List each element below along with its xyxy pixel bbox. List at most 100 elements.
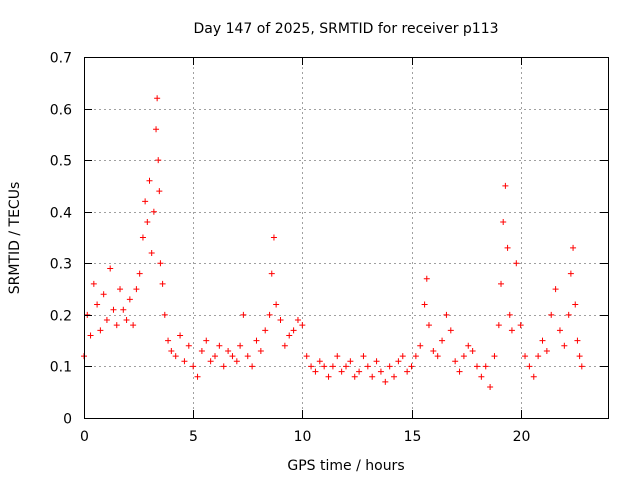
data-point <box>364 363 371 370</box>
data-point <box>425 322 432 329</box>
data-point <box>203 337 210 344</box>
data-point <box>469 347 476 354</box>
data-point <box>452 358 459 365</box>
data-point <box>268 270 275 277</box>
data-point <box>504 244 511 251</box>
data-point <box>447 327 454 334</box>
data-point <box>360 353 367 360</box>
x-axis-title: GPS time / hours <box>287 458 404 474</box>
data-point <box>177 332 184 339</box>
data-point <box>498 280 505 287</box>
data-point <box>84 311 91 318</box>
data-point <box>561 342 568 349</box>
data-point <box>495 322 502 329</box>
data-point <box>412 353 419 360</box>
data-point <box>117 286 124 293</box>
data-point <box>526 363 533 370</box>
data-point <box>423 275 430 282</box>
data-point <box>154 95 161 102</box>
data-point <box>253 337 260 344</box>
data-point <box>225 347 232 354</box>
data-point <box>281 342 288 349</box>
data-point <box>262 327 269 334</box>
data-point <box>136 270 143 277</box>
data-point <box>139 234 146 241</box>
data-point <box>377 368 384 375</box>
data-point <box>220 363 227 370</box>
data-point <box>123 317 130 324</box>
data-point <box>153 126 160 133</box>
data-point <box>146 177 153 184</box>
data-point <box>491 353 498 360</box>
data-point <box>190 363 197 370</box>
data-point <box>240 311 247 318</box>
y-tick-label: 0.2 <box>50 309 72 325</box>
data-point <box>539 337 546 344</box>
data-point <box>270 234 277 241</box>
data-point <box>148 249 155 256</box>
data-point <box>159 280 166 287</box>
x-tick-label: 5 <box>189 429 198 445</box>
data-point <box>404 368 411 375</box>
data-point <box>513 260 520 267</box>
data-point <box>517 322 524 329</box>
axis-ticks: 0 5 10 15 20 0 0.1 0.2 0.3 0.4 0.5 0.6 0.7 <box>50 51 608 445</box>
data-point <box>130 322 137 329</box>
data-point <box>487 384 494 391</box>
data-point <box>386 363 393 370</box>
data-point <box>120 306 127 313</box>
data-point <box>556 327 563 334</box>
data-point <box>502 182 509 189</box>
data-point <box>90 280 97 287</box>
data-point <box>142 198 149 205</box>
data-point <box>567 270 574 277</box>
data-point <box>181 358 188 365</box>
data-point <box>391 373 398 380</box>
data-point <box>273 301 280 308</box>
data-point <box>351 373 358 380</box>
x-tick-label: 10 <box>294 429 312 445</box>
data-point <box>237 342 244 349</box>
data-points <box>81 95 585 391</box>
data-point <box>434 353 441 360</box>
data-point <box>294 317 301 324</box>
data-point <box>574 337 581 344</box>
data-point <box>168 347 175 354</box>
data-point <box>356 368 363 375</box>
data-point <box>277 317 284 324</box>
data-point <box>347 358 354 365</box>
data-point <box>506 311 513 318</box>
data-point <box>395 358 402 365</box>
data-point <box>198 347 205 354</box>
y-tick-label: 0.5 <box>50 154 72 170</box>
data-point <box>482 363 489 370</box>
data-point <box>430 347 437 354</box>
data-point <box>369 373 376 380</box>
y-tick-label: 0 <box>63 412 72 428</box>
data-point <box>133 286 140 293</box>
data-point <box>150 208 157 215</box>
x-tick-label: 0 <box>80 429 89 445</box>
data-point <box>334 353 341 360</box>
data-point <box>572 301 579 308</box>
data-point <box>113 322 120 329</box>
data-point <box>417 342 424 349</box>
y-tick-label: 0.3 <box>50 257 72 273</box>
data-point <box>290 327 297 334</box>
data-point <box>578 363 585 370</box>
y-axis-title: SRMTID / TECUs <box>7 182 23 295</box>
data-point <box>312 368 319 375</box>
data-point <box>110 306 117 313</box>
chart-title: Day 147 of 2025, SRMTID for receiver p11… <box>193 21 498 37</box>
data-point <box>216 342 223 349</box>
data-point <box>126 296 133 303</box>
data-point <box>382 378 389 385</box>
data-point <box>299 322 306 329</box>
data-point <box>565 311 572 318</box>
data-point <box>194 373 201 380</box>
data-point <box>399 353 406 360</box>
data-point <box>161 311 168 318</box>
data-point <box>207 358 214 365</box>
